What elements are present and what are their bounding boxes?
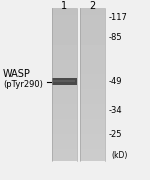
Bar bbox=[52, 8, 76, 161]
Text: 1: 1 bbox=[61, 1, 67, 11]
Bar bbox=[52, 78, 76, 85]
Text: -25: -25 bbox=[109, 130, 122, 139]
Text: -49: -49 bbox=[109, 77, 122, 86]
Text: 2: 2 bbox=[90, 1, 96, 11]
Text: -85: -85 bbox=[109, 33, 122, 42]
Text: WASP: WASP bbox=[3, 69, 31, 79]
Text: -117: -117 bbox=[109, 13, 128, 22]
Text: (pTyr290): (pTyr290) bbox=[3, 80, 43, 89]
Text: -34: -34 bbox=[109, 106, 122, 115]
Bar bbox=[80, 8, 105, 161]
Text: (kD): (kD) bbox=[112, 151, 128, 160]
Bar bbox=[53, 80, 75, 82]
